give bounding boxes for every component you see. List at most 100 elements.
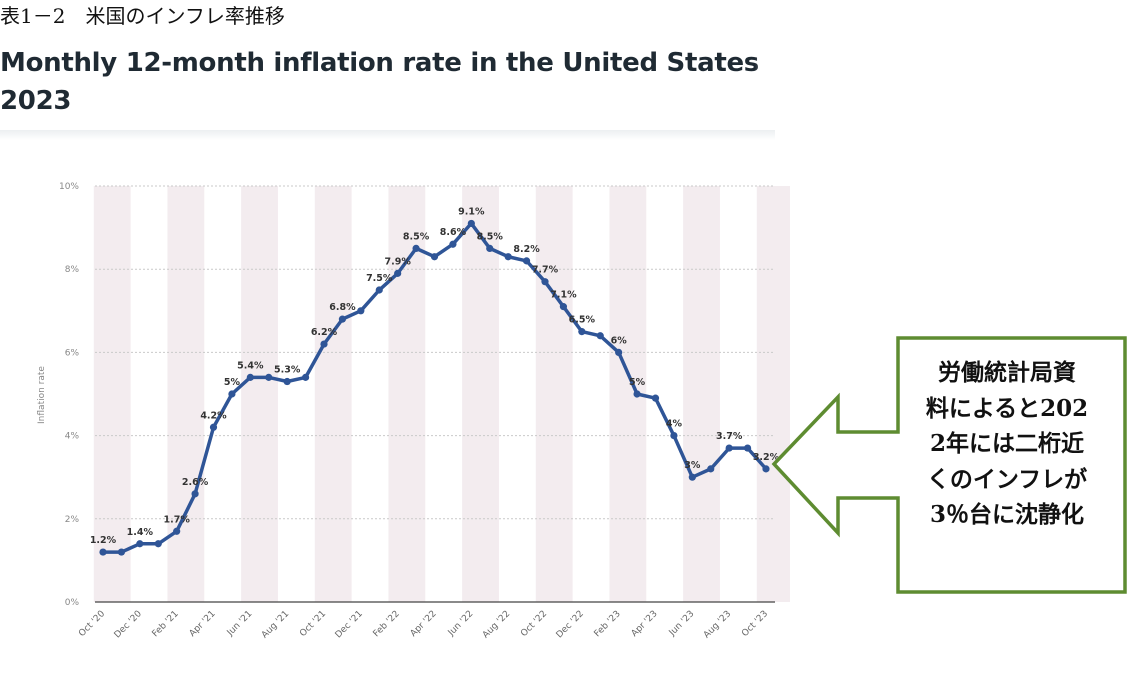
data-point [522, 257, 531, 265]
y-tick-label: 6% [65, 348, 80, 358]
chart-band [241, 186, 278, 602]
data-point [707, 465, 715, 473]
data-point [394, 269, 402, 277]
chart-band [388, 186, 426, 602]
data-point [154, 540, 162, 548]
x-tick-label: Jun '21 [225, 609, 255, 639]
data-label: 5% [629, 377, 646, 388]
data-label: 3.2% [753, 452, 780, 463]
chart-band [535, 186, 573, 602]
data-point [283, 377, 291, 386]
x-tick-label: Apr '22 [409, 609, 439, 639]
x-tick-label: Jun '22 [446, 609, 476, 639]
x-tick-label: Dec '22 [555, 609, 586, 640]
chart-gridlines [95, 185, 775, 603]
data-point [320, 340, 328, 348]
data-label: 5% [224, 377, 241, 388]
y-tick-label: 4% [65, 432, 80, 442]
data-point [541, 278, 549, 286]
data-point [486, 244, 494, 252]
data-point [228, 390, 236, 398]
data-point [265, 373, 273, 381]
data-label: 8.2% [513, 244, 540, 255]
data-point [412, 244, 420, 252]
chart-title-line2: 2023 [0, 86, 72, 116]
data-label: 7.1% [550, 290, 577, 301]
y-tick-label: 8% [65, 265, 80, 275]
data-point [173, 527, 181, 535]
data-labels: 1.2% 1.4% 1.7% 2.6% 4.2% 5% 5.4% 5.3% 6.2% 6.8% 7.… [90, 206, 780, 546]
data-point [301, 373, 310, 381]
x-tick-label: Oct '21 [298, 609, 328, 639]
chart-title-line1: Monthly 12-month inflation rate in the U… [0, 48, 759, 78]
data-points [99, 219, 770, 556]
data-point [209, 423, 218, 431]
x-tick-label: Dec '21 [334, 609, 365, 640]
data-point [633, 390, 641, 398]
callout-line-4: くのインフレが [926, 465, 1088, 493]
x-tick-label: Oct '20 [77, 609, 107, 639]
data-point [688, 473, 696, 481]
data-label: 8.6% [440, 227, 467, 238]
chart-band [93, 186, 131, 602]
data-point [338, 315, 347, 323]
x-axis-ticks: Oct '20 Dec '20 Feb '21 Apr '21 Jun '21 Aug '… [77, 609, 770, 641]
x-tick-label: Aug '23 [702, 609, 733, 640]
data-point [596, 332, 604, 340]
data-label: 3% [684, 460, 701, 471]
inflation-line-chart: 0%2%4%6%8%10% Inflation rate Oct '20 Dec … [37, 182, 790, 641]
x-tick-label: Feb '22 [372, 609, 402, 639]
table-label: 表1－2 米国のインフレ率推移 [0, 4, 285, 28]
y-tick-label: 0% [65, 598, 80, 608]
data-label: 1.7% [163, 514, 190, 525]
y-tick-label: 2% [65, 515, 80, 525]
callout-line-3: 2年には二桁近 [929, 430, 1084, 457]
data-point [136, 540, 144, 548]
x-tick-label: Feb '23 [593, 609, 623, 639]
data-label: 7.5% [366, 273, 393, 284]
x-tick-label: Aug '21 [260, 609, 291, 640]
x-tick-label: Dec '20 [113, 609, 144, 640]
data-label: 6% [611, 335, 628, 346]
x-tick-label: Oct '22 [519, 609, 549, 639]
data-point [615, 348, 623, 356]
data-point [578, 328, 586, 336]
y-axis-label: Inflation rate [37, 366, 47, 424]
data-label: 1.2% [90, 535, 117, 546]
data-point [449, 240, 457, 248]
title-fade [755, 44, 777, 84]
data-label: 5.4% [237, 360, 264, 371]
data-point [117, 548, 126, 556]
data-point [375, 286, 383, 294]
callout-line-1: 労働統計局資 [938, 359, 1076, 386]
callout-line-2: 料によると202 [925, 394, 1089, 422]
data-label: 7.9% [384, 256, 411, 267]
callout-text: 労働統計局資 料によると202 2年には二桁近 くのインフレが 3％台に沈静化 [898, 355, 1116, 533]
data-point [191, 490, 199, 498]
callout-arrow-outline [771, 336, 1127, 594]
chart-bands [93, 186, 790, 602]
data-point [99, 548, 107, 556]
data-label: 5.3% [274, 365, 301, 376]
data-point [670, 432, 678, 440]
chart-band [167, 186, 205, 602]
data-label: 6.2% [311, 327, 338, 338]
data-point [467, 219, 475, 228]
data-point [762, 465, 770, 473]
x-tick-label: Aug '22 [481, 609, 512, 640]
data-label: 6.5% [569, 315, 596, 326]
data-label: 1.4% [127, 527, 154, 538]
y-axis-ticks: 0% 2% 4% 6% 8% 10% [59, 182, 79, 608]
data-point [651, 394, 660, 402]
data-label: 8.5% [403, 231, 430, 242]
title-divider [0, 130, 775, 140]
data-point [725, 444, 733, 452]
callout-box [771, 336, 1127, 594]
y-tick-label: 10% [59, 182, 79, 192]
data-point [743, 444, 752, 452]
data-point [504, 253, 512, 261]
data-label: 4.2% [200, 410, 227, 421]
chart-band [756, 186, 790, 602]
chart-title: Monthly 12-month inflation rate in the U… [0, 44, 775, 120]
data-label: 4% [666, 419, 683, 430]
